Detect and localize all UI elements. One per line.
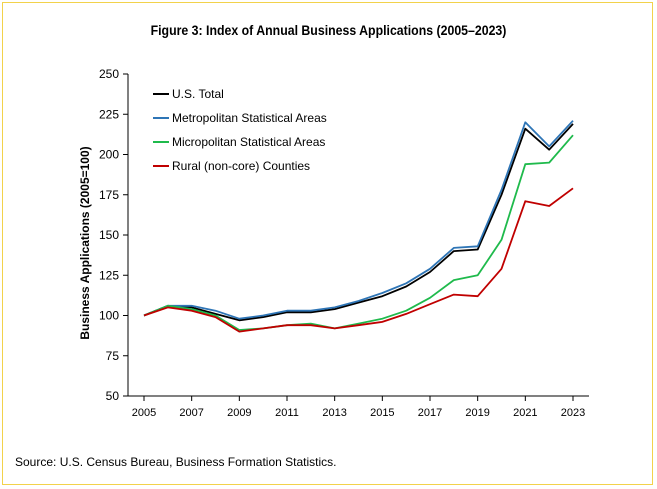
legend-label-2: Micropolitan Statistical Areas xyxy=(172,135,325,149)
y-tick-label: 200 xyxy=(99,148,119,162)
figure-title: Figure 3: Index of Annual Business Appli… xyxy=(150,22,507,38)
x-tick-label: 2015 xyxy=(370,407,394,419)
chart-series xyxy=(143,120,574,333)
y-tick-label: 125 xyxy=(99,268,119,282)
chart-axes: 50 75 100 125 150 175 200 225 250 2005 2007 2009 201… xyxy=(99,67,589,419)
series-line-1 xyxy=(143,120,574,320)
chart-legend: U.S. Total Metropolitan Statistical Areas… xyxy=(153,87,327,173)
y-tick-label: 250 xyxy=(99,67,119,81)
y-tick-label: 175 xyxy=(99,188,119,202)
legend-label-0: U.S. Total xyxy=(172,87,224,101)
x-tick-label: 2005 xyxy=(132,407,156,419)
series-line-0 xyxy=(143,123,574,322)
y-tick-label: 50 xyxy=(106,389,120,403)
legend-label-1: Metropolitan Statistical Areas xyxy=(172,111,327,125)
x-tick-label: 2019 xyxy=(465,407,489,419)
y-tick-label: 75 xyxy=(106,349,120,363)
x-tick-label: 2007 xyxy=(179,407,203,419)
source-note: Source: U.S. Census Bureau, Business For… xyxy=(15,455,337,469)
x-tick-label: 2017 xyxy=(418,407,442,419)
x-tick-label: 2021 xyxy=(513,407,537,419)
x-tick-label: 2009 xyxy=(227,407,251,419)
y-tick-label: 100 xyxy=(99,309,119,323)
x-tick-label: 2013 xyxy=(322,407,346,419)
series-line-3 xyxy=(143,187,574,333)
y-tick-label: 225 xyxy=(99,107,119,121)
x-tick-label: 2011 xyxy=(275,407,299,419)
y-axis-label: Business Applications (2005=100) xyxy=(78,146,92,339)
series-line-2 xyxy=(143,134,574,331)
figure-frame xyxy=(2,2,653,485)
y-tick-label: 150 xyxy=(99,228,119,242)
legend-label-3: Rural (non-core) Counties xyxy=(172,159,310,173)
x-tick-label: 2023 xyxy=(561,407,585,419)
